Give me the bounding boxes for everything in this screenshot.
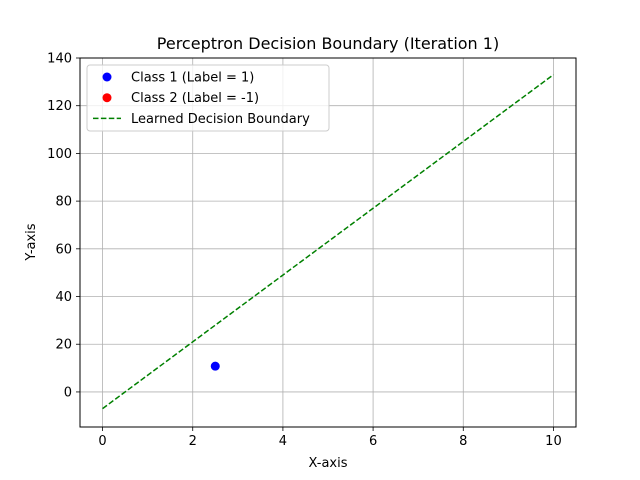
x-tick-label: 10 — [545, 434, 562, 449]
legend-label: Learned Decision Boundary — [131, 112, 310, 127]
legend-label: Class 1 (Label = 1) — [131, 71, 254, 86]
x-axis-label: X-axis — [309, 456, 348, 471]
y-tick-label: 140 — [47, 52, 72, 67]
y-axis-label: Y-axis — [24, 223, 39, 261]
x-tick-label: 2 — [189, 434, 197, 449]
plot-frame — [79, 57, 577, 428]
legend-label: Class 2 (Label = -1) — [131, 91, 259, 106]
legend-marker — [102, 93, 112, 103]
x-tick-label: 8 — [459, 434, 467, 449]
x-tick-label: 0 — [98, 434, 106, 449]
chart-title: Perceptron Decision Boundary (Iteration … — [157, 34, 499, 53]
legend-marker — [102, 72, 112, 82]
plot-data — [102, 74, 554, 410]
legend-box — [86, 64, 330, 132]
y-tick-label: 0 — [64, 385, 72, 400]
y-tick-label: 100 — [47, 147, 72, 162]
data-point — [210, 361, 220, 371]
x-tick-label: 6 — [369, 434, 377, 449]
y-tick-label: 60 — [55, 242, 72, 257]
legend: Class 1 (Label = 1) Class 2 (Label = -1) L… — [86, 64, 330, 132]
y-tick-label: 40 — [55, 290, 72, 305]
decision-boundary-line — [102, 74, 554, 410]
y-tick-label: 120 — [47, 99, 72, 114]
x-tick-label: 4 — [279, 434, 287, 449]
y-tick-label: 20 — [55, 338, 72, 353]
y-tick-label: 80 — [55, 195, 72, 210]
